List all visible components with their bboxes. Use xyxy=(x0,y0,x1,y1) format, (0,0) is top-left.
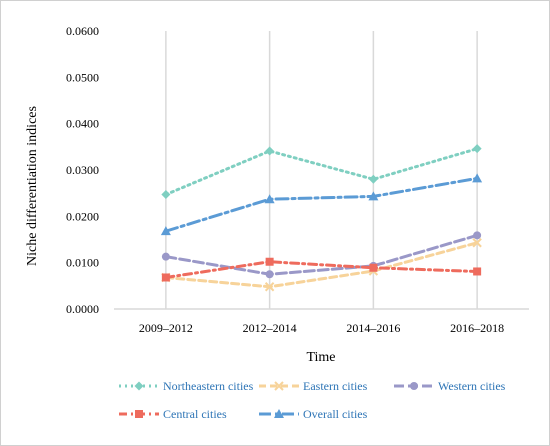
data-point xyxy=(265,146,275,156)
data-point xyxy=(160,226,171,236)
y-tick-label: 0.0300 xyxy=(66,163,99,177)
data-point xyxy=(368,191,379,201)
data-point xyxy=(472,144,482,154)
series-line xyxy=(164,233,479,276)
x-tick-label: 2009–2012 xyxy=(139,321,193,335)
x-tick-label: 2014–2016 xyxy=(346,321,400,335)
y-axis-title: Niche differentiation indices xyxy=(25,106,40,266)
legend-swatch-marker xyxy=(274,381,284,391)
legend-item: Central cities xyxy=(119,407,227,421)
data-point xyxy=(265,257,274,266)
data-point xyxy=(473,231,482,240)
data-point xyxy=(472,173,483,183)
y-tick-label: 0.0600 xyxy=(66,24,99,38)
x-tick-label: 2016–2018 xyxy=(450,321,504,335)
y-tick-label: 0.0400 xyxy=(66,117,99,131)
data-point xyxy=(472,238,482,248)
legend: Northeastern cities Eastern cities Western… xyxy=(119,379,506,421)
data-point xyxy=(473,267,482,276)
data-point xyxy=(161,190,171,200)
data-point xyxy=(265,270,274,279)
series-group xyxy=(160,144,483,292)
series-line xyxy=(164,147,479,197)
series-1 xyxy=(161,238,482,292)
legend-swatch-marker xyxy=(135,410,143,418)
y-tick-label: 0.0200 xyxy=(66,209,99,223)
legend-item: Eastern cities xyxy=(259,379,368,393)
legend-label: Northeastern cities xyxy=(163,379,254,393)
legend-swatch-marker xyxy=(410,382,418,390)
x-axis-title: Time xyxy=(306,350,335,365)
data-point xyxy=(368,174,378,184)
y-axis: 0.0000 0.0100 0.0200 0.0300 0.0400 0.0500 0.06… xyxy=(66,24,99,316)
y-tick-label: 0.0100 xyxy=(66,256,99,270)
legend-label: Central cities xyxy=(163,407,227,421)
legend-item: Western cities xyxy=(394,379,506,393)
x-axis: 2009–2012 2012–2014 2014–2016 2016–2018 xyxy=(114,308,529,335)
legend-item: Northeastern cities xyxy=(119,379,254,393)
series-4 xyxy=(160,173,483,236)
series-line xyxy=(164,260,479,279)
y-tick-label: 0.0500 xyxy=(66,70,99,84)
series-line xyxy=(164,176,479,233)
data-point xyxy=(264,194,275,204)
data-point xyxy=(161,252,170,261)
legend-label: Eastern cities xyxy=(303,379,368,393)
series-0 xyxy=(161,144,482,200)
series-line xyxy=(164,241,479,289)
data-point xyxy=(161,273,170,282)
legend-label: Western cities xyxy=(438,379,506,393)
data-point xyxy=(369,263,378,272)
legend-swatch-marker xyxy=(134,381,144,391)
legend-item: Overall cities xyxy=(259,407,368,421)
legend-label: Overall cities xyxy=(303,407,368,421)
legend-swatch-marker xyxy=(274,409,284,418)
vertical-gridlines xyxy=(165,31,478,309)
series-3 xyxy=(161,257,482,282)
y-tick-label: 0.0000 xyxy=(66,302,99,316)
data-point xyxy=(264,282,275,292)
x-tick-label: 2012–2014 xyxy=(243,321,297,335)
